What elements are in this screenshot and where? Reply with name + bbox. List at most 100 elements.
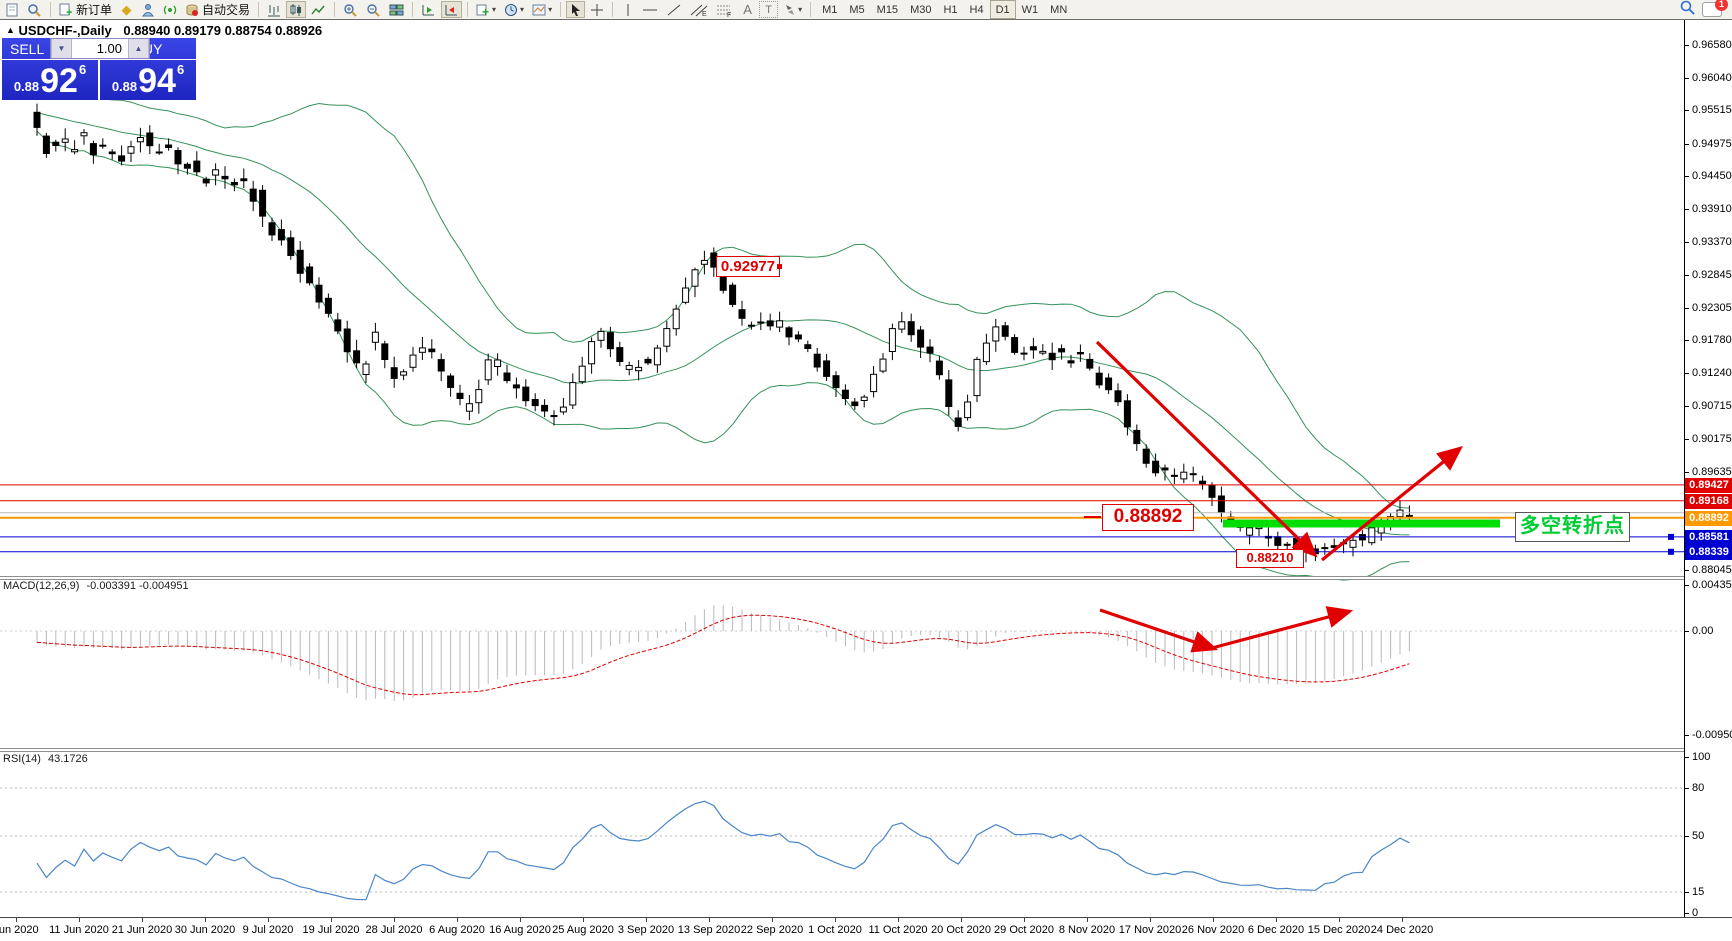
timeframe-button-h1[interactable]: H1 <box>943 3 958 16</box>
timeframe-button-m15[interactable]: M15 <box>876 3 899 16</box>
timeframe-button-d1[interactable]: D1 <box>989 0 1016 19</box>
axis-tick <box>1685 757 1689 758</box>
toolbar-separator <box>612 2 614 17</box>
volume-increase-button[interactable]: ▲ <box>128 39 149 58</box>
date-label: 30 Jun 2020 <box>174 924 236 936</box>
macd-signal-line <box>36 614 1410 696</box>
sell-price: 0.88 92 6 <box>13 62 87 100</box>
price-level-badge: 0.88339 <box>1685 545 1732 560</box>
search-icon[interactable] <box>1680 0 1696 20</box>
label-tool-icon[interactable]: T <box>759 1 779 18</box>
axis-tick <box>1685 406 1689 407</box>
profile-preview-icon[interactable] <box>24 1 45 18</box>
axis-tick <box>1685 570 1689 571</box>
templates-icon[interactable]: ▾ <box>529 1 555 18</box>
macd-pane-separator[interactable] <box>0 576 1732 580</box>
timeframe-button-w1[interactable]: W1 <box>1021 3 1039 16</box>
date-label: 9 Jul 2020 <box>242 924 294 936</box>
sell-button[interactable]: SELL 0.88 92 6 <box>2 38 98 100</box>
axis-tick <box>1685 585 1689 586</box>
price-tick-label: 0.96040 <box>1692 72 1732 84</box>
crosshair-icon[interactable] <box>587 1 607 18</box>
date-tick <box>961 918 962 922</box>
horizontal-line-icon[interactable] <box>639 1 661 18</box>
turning-point-text[interactable]: 多空转折点 <box>1515 512 1630 542</box>
date-tick <box>1402 918 1403 922</box>
market-depth-icon[interactable]: ◆ <box>121 1 132 17</box>
date-tick <box>79 918 80 922</box>
candlestick-series[interactable] <box>33 103 1413 563</box>
volume-decrease-button[interactable]: ▼ <box>51 39 72 58</box>
zoom-in-icon[interactable] <box>340 1 361 18</box>
level-price-callout[interactable]: 0.88892 <box>1102 504 1194 531</box>
chart-shift-icon[interactable] <box>441 1 463 18</box>
date-label: 20 Oct 2020 <box>931 924 991 936</box>
timeframe-button-m1[interactable]: M1 <box>822 3 838 16</box>
tile-windows-icon[interactable] <box>386 1 407 18</box>
arrows-tool-icon[interactable]: ▾ <box>780 1 805 18</box>
periods-icon[interactable]: ▾ <box>501 1 527 18</box>
timeframe-button-h4[interactable]: H4 <box>969 3 984 16</box>
rsi-level-lines <box>0 787 1684 893</box>
new-order-button[interactable]: + 新订单 <box>56 1 115 18</box>
rsi-line <box>36 800 1410 901</box>
axis-tick <box>1685 209 1689 210</box>
axis-tick <box>1685 836 1689 837</box>
price-tick-label: 0.94975 <box>1692 138 1732 150</box>
bar-chart-icon[interactable] <box>264 1 284 18</box>
date-label: 28 Jul 2020 <box>365 924 423 936</box>
date-label: 15 Dec 2020 <box>1307 924 1371 936</box>
date-label: Jun 2020 <box>0 924 39 936</box>
chat-icon[interactable]: 1 <box>1702 0 1728 17</box>
date-tick <box>1276 918 1277 922</box>
auto-trading-button[interactable]: 自动交易 <box>182 1 253 18</box>
axis-tick <box>1685 913 1689 914</box>
axis-tick <box>1685 439 1689 440</box>
axis-tick <box>1685 892 1689 893</box>
candlestick-chart-icon[interactable] <box>286 1 307 18</box>
zoom-out-icon[interactable] <box>363 1 384 18</box>
rsi-pane-separator[interactable] <box>0 748 1732 752</box>
toolbar-right: 1 <box>1680 0 1730 20</box>
trendline-icon[interactable] <box>663 1 685 18</box>
channel-icon[interactable]: E <box>687 1 711 18</box>
date-label: 25 Aug 2020 <box>552 924 614 936</box>
axis-tick <box>1685 735 1689 736</box>
line-chart-icon[interactable] <box>308 1 329 18</box>
peak-price-callout[interactable]: 0.92977 <box>716 256 782 277</box>
date-label: 22 Sep 2020 <box>740 924 804 936</box>
toolbar-separator <box>258 2 260 17</box>
text-tool-icon[interactable]: A <box>743 2 752 17</box>
price-level-badge: 0.89168 <box>1685 494 1732 509</box>
indicators-icon[interactable]: + ▾ <box>473 1 499 18</box>
price-tick-label: 50 <box>1692 830 1705 842</box>
price-tick-label: 0.93370 <box>1692 236 1732 248</box>
auto-scroll-icon[interactable] <box>418 1 439 18</box>
toolbar-separator <box>810 2 812 17</box>
price-tick-label: 0.90715 <box>1692 400 1732 412</box>
date-label: 6 Dec 2020 <box>1247 924 1305 936</box>
price-tick-label: -0.009504 <box>1692 729 1732 741</box>
cursor-icon[interactable] <box>566 1 586 18</box>
fibo-letter: F <box>727 12 731 17</box>
new-chart-icon[interactable] <box>2 1 22 18</box>
vertical-line-icon[interactable] <box>618 1 637 18</box>
timeframe-button-m5[interactable]: M5 <box>849 3 865 16</box>
price-tick-label: 0.90175 <box>1692 433 1732 445</box>
chart-window[interactable]: ▲ USDCHF-,Daily 0.88940 0.89179 0.88754 … <box>0 20 1732 941</box>
timeframe-button-mn[interactable]: MN <box>1050 3 1068 16</box>
price-tick-label: 0.93910 <box>1692 203 1732 215</box>
fibonacci-icon[interactable]: F <box>713 1 736 18</box>
low-price-callout[interactable]: 0.88210 <box>1236 549 1304 568</box>
one-click-trading-panel: SELL 0.88 92 6 BUY 0.88 94 6 ▼ 1.00 ▲ <box>2 38 196 100</box>
price-chart-canvas[interactable] <box>0 20 1684 941</box>
price-tick-label: 0.88045 <box>1692 564 1732 576</box>
signals-icon[interactable] <box>160 1 180 18</box>
timeframe-button-m30[interactable]: M30 <box>910 3 932 16</box>
date-label: 1 Oct 2020 <box>808 924 862 936</box>
axis-tick <box>1685 242 1689 243</box>
date-label: 6 Aug 2020 <box>429 924 485 936</box>
price-axis[interactable]: 0.96580 0.96040 0.95515 0.94975 0.94450 0.939… <box>1684 20 1732 941</box>
community-icon[interactable] <box>138 1 158 18</box>
